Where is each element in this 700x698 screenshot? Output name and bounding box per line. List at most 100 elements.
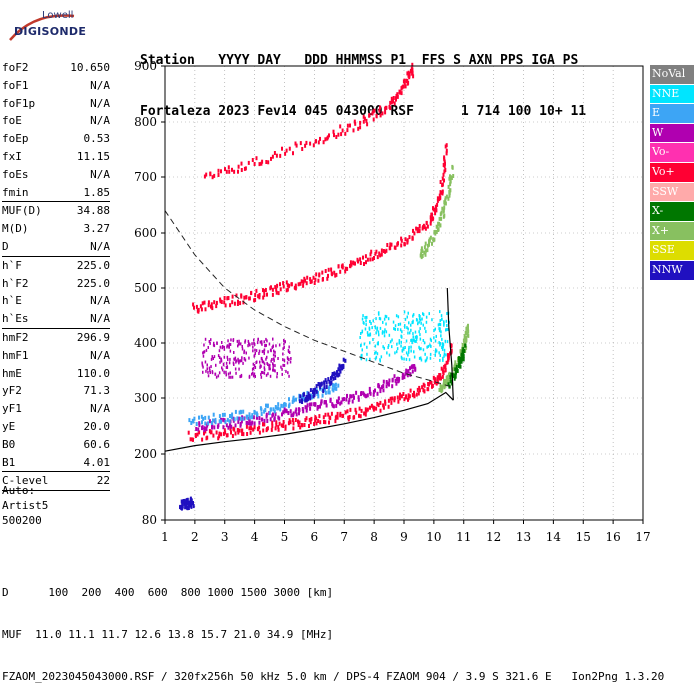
echo-point	[461, 350, 464, 355]
echo-point	[441, 183, 444, 188]
echo-point	[320, 399, 323, 404]
echo-point	[204, 421, 207, 426]
echo-point	[451, 164, 454, 169]
echo-point	[308, 417, 311, 422]
echo-point	[456, 368, 458, 373]
echo-point	[420, 252, 423, 257]
echo-point	[427, 387, 430, 392]
echo-point	[357, 259, 359, 264]
echo-point	[190, 501, 193, 505]
echo-point	[192, 501, 194, 505]
echo-point	[364, 411, 367, 416]
echo-point	[449, 351, 452, 356]
echo-point	[221, 366, 223, 370]
echo-point	[444, 383, 447, 388]
echo-point	[277, 425, 280, 430]
echo-point	[315, 416, 318, 421]
echo-point	[372, 392, 375, 397]
echo-point	[359, 414, 362, 419]
echo-point	[377, 341, 379, 345]
echo-point	[440, 314, 443, 318]
echo-point	[404, 325, 406, 329]
echo-point	[239, 342, 242, 346]
echo-point	[207, 346, 209, 349]
echo-point	[440, 386, 443, 391]
echo-point	[259, 406, 262, 411]
echo-point	[464, 344, 467, 349]
echo-point	[253, 341, 255, 345]
x-tick-label: 7	[340, 530, 348, 544]
echo-point	[295, 397, 297, 402]
echo-point	[429, 380, 432, 385]
echo-point	[349, 264, 352, 269]
echo-point	[209, 341, 211, 345]
echo-point	[276, 375, 278, 379]
echo-point	[439, 212, 442, 217]
echo-point	[223, 412, 226, 417]
echo-point	[219, 419, 222, 424]
echo-point	[393, 398, 396, 403]
echo-point	[464, 343, 467, 348]
echo-point	[186, 497, 189, 502]
echo-point	[434, 339, 437, 343]
echo-point	[411, 321, 413, 324]
echo-point	[252, 415, 255, 420]
echo-point	[264, 288, 267, 292]
y-tick-label: 700	[134, 170, 157, 184]
echo-point	[337, 396, 340, 401]
echo-point	[451, 165, 454, 170]
echo-point	[201, 437, 204, 442]
echo-point	[203, 300, 206, 305]
echo-point	[323, 420, 325, 424]
echo-point	[418, 388, 421, 393]
param-row: h`Es N/A	[2, 310, 110, 328]
echo-point	[227, 165, 230, 170]
echo-point	[223, 345, 225, 349]
echo-point	[419, 337, 422, 341]
echo-point	[358, 413, 360, 418]
echo-point	[327, 390, 330, 395]
echo-point	[234, 367, 237, 371]
echo-point	[458, 358, 461, 363]
echo-point	[391, 345, 393, 349]
echo-point	[194, 434, 197, 438]
echo-point	[238, 342, 240, 346]
echo-point	[426, 387, 429, 392]
echo-point	[292, 426, 295, 431]
param-row: fxI 11.15	[2, 148, 110, 166]
echo-point	[261, 342, 263, 346]
echo-point	[378, 316, 381, 320]
muf-curve	[164, 210, 452, 388]
echo-point	[444, 364, 447, 369]
echo-point	[325, 403, 328, 408]
echo-point	[303, 397, 305, 402]
echo-point	[437, 228, 439, 232]
echo-point	[180, 505, 182, 510]
echo-point	[181, 503, 184, 508]
echo-point	[329, 381, 332, 386]
echo-point	[272, 412, 274, 417]
echo-point	[260, 412, 263, 416]
echo-point	[374, 357, 377, 361]
echo-point	[444, 368, 447, 373]
echo-point	[310, 393, 313, 398]
echo-point	[230, 424, 233, 429]
echo-point	[342, 363, 345, 368]
echo-point	[364, 412, 367, 417]
echo-point	[463, 349, 466, 353]
polarization-legend: NoVal NNE E W Vo- Vo+ SSW X- X+ SSE NNW	[650, 65, 694, 281]
echo-point	[416, 227, 419, 232]
echo-point	[421, 254, 424, 258]
echo-point	[231, 300, 234, 305]
echo-point	[253, 162, 256, 166]
echo-point	[438, 196, 441, 200]
echo-point	[453, 363, 456, 368]
echo-point	[448, 193, 451, 198]
echo-point	[413, 365, 416, 369]
echo-point	[398, 396, 401, 401]
echo-point	[447, 377, 450, 382]
echo-point	[377, 311, 380, 315]
echo-point	[384, 401, 387, 406]
echo-point	[355, 390, 358, 395]
echo-point	[412, 332, 414, 336]
